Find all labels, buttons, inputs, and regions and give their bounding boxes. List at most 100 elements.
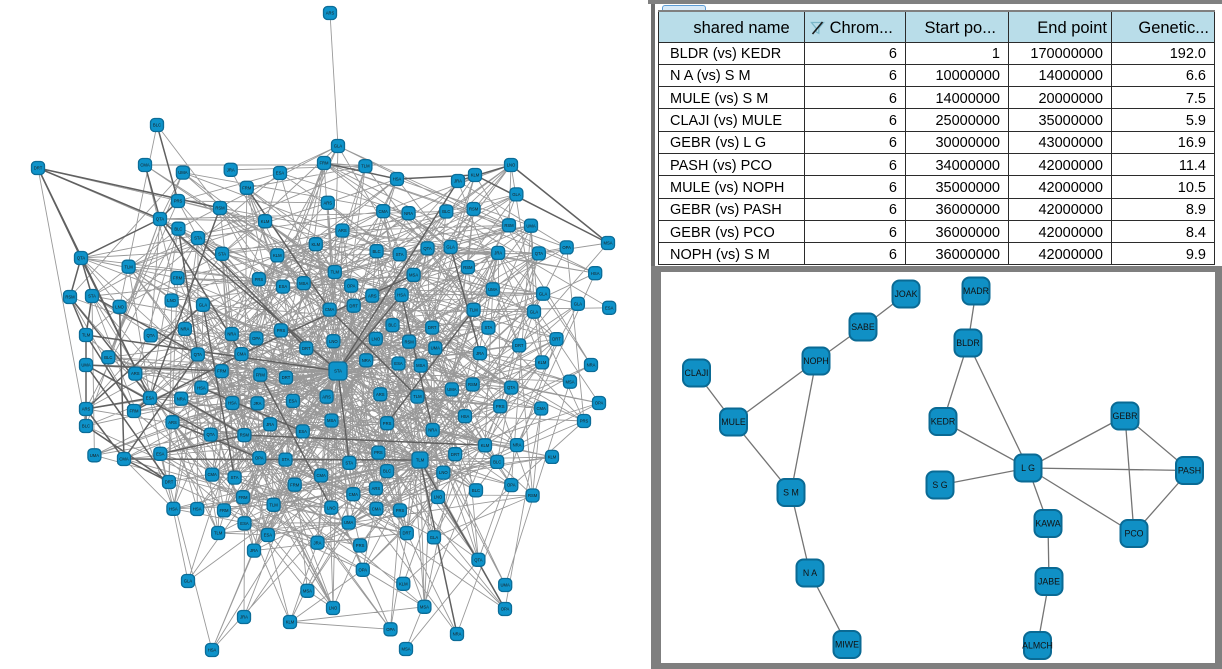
- svg-text:HSA: HSA: [193, 507, 202, 512]
- svg-text:HSA: HSA: [228, 401, 237, 406]
- svg-text:JABE: JABE: [1038, 577, 1060, 587]
- svg-text:OPA: OPA: [595, 401, 604, 406]
- svg-text:FRM: FRM: [256, 372, 266, 377]
- svg-text:ARS: ARS: [372, 486, 381, 491]
- svg-text:CMA: CMA: [119, 457, 129, 462]
- svg-text:RSM: RSM: [528, 493, 538, 498]
- svg-text:HSA: HSA: [461, 414, 470, 419]
- svg-text:NRA: NRA: [587, 363, 596, 368]
- svg-text:FRM: FRM: [173, 276, 183, 281]
- svg-text:RSM: RSM: [469, 207, 479, 212]
- svg-text:MSA: MSA: [416, 363, 425, 368]
- svg-text:ESA: ESA: [394, 361, 403, 366]
- svg-text:PRS: PRS: [356, 543, 365, 548]
- svg-text:DRT: DRT: [451, 452, 460, 457]
- svg-text:TLM: TLM: [331, 270, 340, 275]
- svg-text:ESA: ESA: [279, 284, 288, 289]
- svg-text:MSA: MSA: [603, 241, 612, 246]
- svg-text:TLM: TLM: [269, 502, 278, 507]
- svg-text:DRT: DRT: [403, 531, 412, 536]
- svg-text:JRA: JRA: [227, 167, 235, 172]
- svg-text:GLA: GLA: [199, 302, 208, 307]
- svg-text:HSA: HSA: [591, 271, 600, 276]
- svg-text:NRA: NRA: [404, 211, 413, 216]
- svg-text:STA: STA: [218, 251, 226, 256]
- svg-text:BLC: BLC: [442, 209, 450, 214]
- svg-text:JRA: JRA: [240, 615, 248, 620]
- svg-text:QTA: QTA: [194, 352, 203, 357]
- svg-text:ESA: ESA: [605, 305, 614, 310]
- svg-text:ARS: ARS: [323, 200, 332, 205]
- svg-text:N A: N A: [803, 568, 817, 578]
- svg-text:STA: STA: [484, 325, 492, 330]
- svg-text:LNO: LNO: [507, 163, 516, 168]
- svg-text:UMA: UMA: [178, 170, 188, 175]
- svg-text:CMA: CMA: [379, 209, 389, 214]
- svg-text:UMA: UMA: [447, 387, 457, 392]
- svg-text:LNO: LNO: [327, 505, 336, 510]
- svg-text:OPA: OPA: [347, 283, 356, 288]
- svg-text:BLC: BLC: [388, 323, 396, 328]
- svg-text:PCO: PCO: [1124, 529, 1143, 539]
- svg-text:LNO: LNO: [167, 298, 176, 303]
- svg-text:DRT: DRT: [552, 337, 561, 342]
- svg-text:TLM: TLM: [413, 394, 422, 399]
- svg-text:QTA: QTA: [77, 256, 86, 261]
- svg-text:QTA: QTA: [207, 432, 216, 437]
- svg-text:MSA: MSA: [327, 418, 336, 423]
- svg-text:LNO: LNO: [371, 336, 380, 341]
- svg-text:PRS: PRS: [383, 421, 392, 426]
- svg-text:PRS: PRS: [396, 508, 405, 513]
- svg-text:HSA: HSA: [397, 293, 406, 298]
- svg-text:FRM: FRM: [238, 495, 248, 500]
- svg-text:STA: STA: [282, 457, 290, 462]
- svg-text:TLM: TLM: [82, 333, 91, 338]
- svg-text:MADR: MADR: [963, 286, 989, 296]
- svg-text:MSA: MSA: [303, 588, 312, 593]
- svg-text:TLM: TLM: [124, 264, 133, 269]
- svg-text:KAWA: KAWA: [1035, 519, 1060, 529]
- svg-text:KLM: KLM: [311, 242, 320, 247]
- svg-text:TLM: TLM: [416, 458, 425, 463]
- svg-text:RSM: RSM: [404, 339, 414, 344]
- svg-text:ARS: ARS: [168, 420, 177, 425]
- svg-text:UMA: UMA: [90, 453, 100, 458]
- svg-text:NRA: NRA: [180, 327, 189, 332]
- svg-text:ESA: ESA: [299, 429, 308, 434]
- svg-text:DRT: DRT: [165, 480, 174, 485]
- svg-text:JRA: JRA: [494, 251, 502, 256]
- svg-text:JRA: JRA: [314, 540, 322, 545]
- svg-text:DRT: DRT: [302, 346, 311, 351]
- svg-text:OPA: OPA: [255, 456, 264, 461]
- svg-text:OPA: OPA: [252, 336, 261, 341]
- svg-text:KLM: KLM: [399, 581, 408, 586]
- svg-text:GLA: GLA: [530, 309, 539, 314]
- svg-text:MSA: MSA: [299, 281, 308, 286]
- svg-text:ARS: ARS: [326, 11, 335, 16]
- svg-text:ESA: ESA: [240, 521, 249, 526]
- svg-text:PASH: PASH: [1178, 466, 1201, 476]
- svg-text:MSA: MSA: [420, 604, 429, 609]
- svg-text:UMA: UMA: [526, 223, 536, 228]
- svg-text:BLC: BLC: [373, 249, 381, 254]
- svg-text:UMA: UMA: [488, 287, 498, 292]
- svg-text:RSM: RSM: [504, 223, 514, 228]
- svg-text:FRM: FRM: [129, 409, 139, 414]
- svg-text:RSM: RSM: [215, 206, 225, 211]
- svg-text:BLC: BLC: [104, 355, 112, 360]
- svg-text:BLC: BLC: [493, 460, 501, 465]
- svg-text:MIWE: MIWE: [835, 640, 859, 650]
- svg-text:GLA: GLA: [430, 535, 439, 540]
- svg-text:OPA: OPA: [501, 607, 510, 612]
- svg-text:MSA: MSA: [401, 647, 410, 652]
- svg-text:ESA: ESA: [276, 171, 285, 176]
- svg-text:ARS: ARS: [338, 228, 347, 233]
- svg-text:LNO: LNO: [439, 470, 448, 475]
- svg-text:PRS: PRS: [580, 419, 589, 424]
- svg-text:UMA: UMA: [501, 583, 511, 588]
- svg-text:HSA: HSA: [169, 506, 178, 511]
- svg-text:BLC: BLC: [82, 424, 90, 429]
- svg-text:QTA: QTA: [147, 333, 156, 338]
- svg-text:BLC: BLC: [472, 488, 480, 493]
- svg-text:HSA: HSA: [197, 385, 206, 390]
